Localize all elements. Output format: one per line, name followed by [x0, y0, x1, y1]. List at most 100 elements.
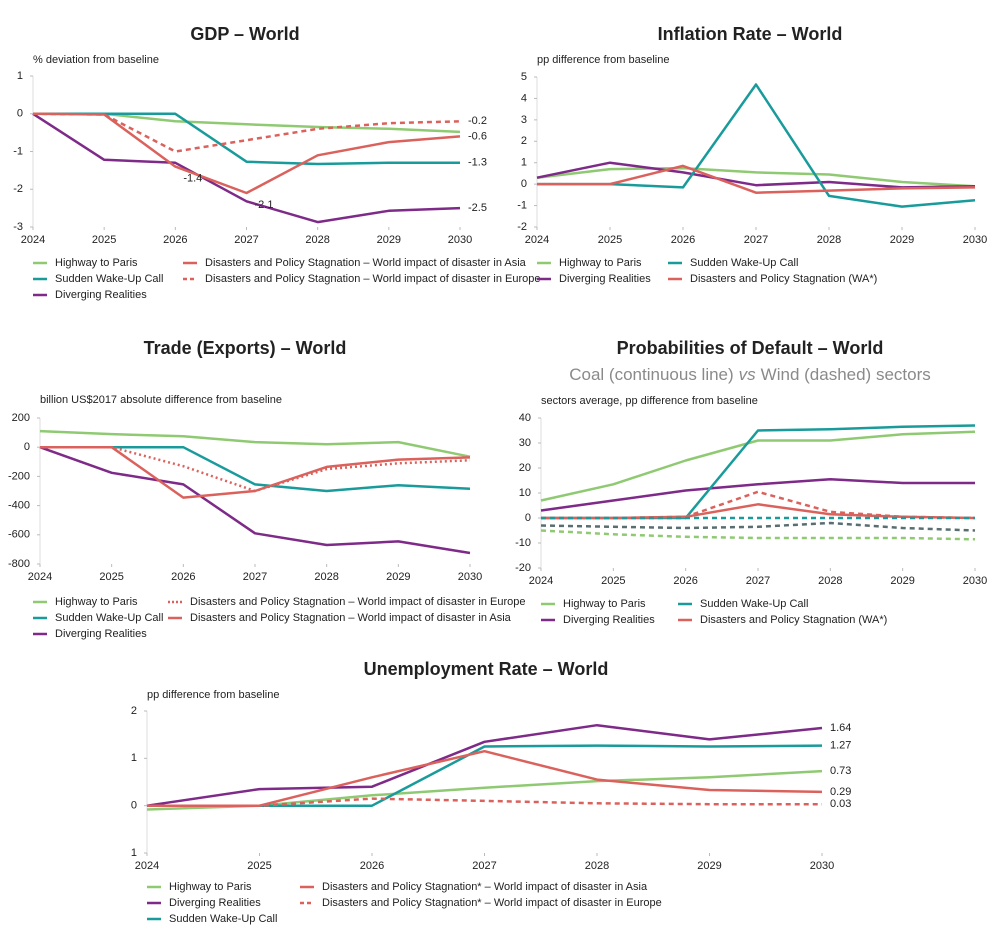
x-tick-label: 2029 [697, 860, 721, 872]
x-tick-label: 2025 [601, 575, 625, 587]
y-tick-label: 200 [12, 412, 30, 424]
y-tick-label: 0 [17, 108, 23, 120]
x-tick-label: 2029 [386, 571, 410, 583]
data-label: -2.1 [255, 199, 274, 211]
chart-title: Inflation Rate – World [658, 24, 843, 44]
series-line [32, 112, 461, 153]
series-line [541, 503, 976, 520]
x-tick-label: 2027 [746, 575, 770, 587]
chart: Unemployment Rate – World pp difference f… [131, 659, 852, 925]
y-tick-label: -200 [8, 470, 30, 482]
x-tick-label: 2026 [671, 234, 695, 246]
x-tick-label: 2027 [243, 571, 267, 583]
y-axis-label: sectors average, pp difference from base… [541, 395, 758, 407]
x-tick-label: 2025 [92, 234, 116, 246]
legend-label: Highway to Paris [55, 257, 138, 269]
series-line [40, 445, 471, 499]
y-tick-label: 1 [17, 70, 23, 82]
x-tick-label: 2025 [598, 234, 622, 246]
series-line [540, 529, 976, 541]
y-tick-label: -10 [515, 537, 531, 549]
x-tick-label: 2028 [585, 860, 609, 872]
series-line [33, 112, 461, 134]
legend-label: Disasters and Policy Stagnation – World … [205, 273, 540, 285]
legend-label: Sudden Wake-Up Call [700, 598, 808, 610]
x-tick-label: 2024 [135, 860, 159, 872]
legend-label: Diverging Realities [169, 897, 261, 909]
y-tick-label: 2 [521, 135, 527, 147]
chart: Probabilities of Default – World Coal (co… [515, 338, 987, 626]
y-axis-label: billion US$2017 absolute difference from… [40, 394, 282, 406]
chart-subtitle: Coal (continuous line) vs Wind (dashed) se… [569, 365, 931, 384]
subtitle-part: vs [739, 365, 757, 384]
y-tick-label: -800 [8, 558, 30, 570]
x-tick-label: 2030 [963, 234, 987, 246]
legend-label: Disasters and Policy Stagnation* – World… [322, 881, 648, 893]
y-tick-label: 40 [519, 412, 531, 424]
x-tick-label: 2030 [448, 234, 472, 246]
legend-label: Highway to Paris [563, 598, 646, 610]
x-tick-label: 2028 [817, 234, 841, 246]
y-tick-label: -1 [517, 199, 527, 211]
series-line [146, 723, 823, 807]
y-tick-label: 30 [519, 437, 531, 449]
x-tick-label: 2026 [171, 571, 195, 583]
legend-label: Highway to Paris [559, 257, 642, 269]
y-tick-label: -2 [13, 183, 23, 195]
y-tick-label: 1 [131, 752, 137, 764]
legend-label: Disasters and Policy Stagnation – World … [205, 257, 527, 269]
data-label: -1.4 [183, 173, 202, 185]
legend-label: Disasters and Policy Stagnation* – World… [322, 897, 662, 909]
series-line [32, 112, 461, 224]
y-tick-label: -600 [8, 529, 30, 541]
y-tick-label: -400 [8, 500, 30, 512]
x-tick-label: 2027 [744, 234, 768, 246]
y-tick-label: 0 [521, 178, 527, 190]
chart-title: Trade (Exports) – World [144, 338, 347, 358]
series-line [39, 429, 471, 458]
legend-label: Disasters and Policy Stagnation – World … [190, 596, 525, 608]
x-tick-label: 2028 [314, 571, 338, 583]
data-label: -2.5 [468, 202, 487, 214]
legend-label: Sudden Wake-Up Call [55, 612, 163, 624]
x-tick-label: 2024 [525, 234, 549, 246]
y-tick-label: 0 [24, 441, 30, 453]
data-label: -0.6 [468, 130, 487, 142]
y-tick-label: 3 [521, 114, 527, 126]
chart-title: Probabilities of Default – World [617, 338, 884, 358]
legend-label: Sudden Wake-Up Call [690, 257, 798, 269]
legend-label: Diverging Realities [563, 614, 655, 626]
legend-label: Disasters and Policy Stagnation – World … [190, 612, 512, 624]
x-tick-label: 2030 [963, 575, 987, 587]
chart-title: GDP – World [190, 24, 299, 44]
x-tick-label: 2025 [99, 571, 123, 583]
y-tick-label: -3 [13, 221, 23, 233]
chart: GDP – World % deviation from baseline -3 -2… [13, 24, 540, 301]
series-line [540, 430, 976, 502]
subtitle-part: Wind (dashed) sectors [761, 365, 931, 384]
x-tick-label: 2027 [472, 860, 496, 872]
data-label: -0.2 [468, 115, 487, 127]
legend-label: Disasters and Policy Stagnation (WA*) [690, 273, 877, 285]
x-tick-label: 2029 [890, 234, 914, 246]
data-label: 0.73 [830, 765, 851, 777]
data-label: 0.29 [830, 786, 851, 798]
chart: Inflation Rate – World pp difference from… [517, 24, 987, 285]
series-line [147, 749, 823, 807]
y-tick-label: 1 [131, 847, 137, 859]
legend-label: Disasters and Policy Stagnation (WA*) [700, 614, 887, 626]
y-tick-label: 2 [131, 705, 137, 717]
x-tick-label: 2024 [21, 234, 45, 246]
y-tick-label: 0 [131, 800, 137, 812]
x-tick-label: 2029 [377, 234, 401, 246]
x-tick-label: 2026 [163, 234, 187, 246]
subtitle-part: Coal (continuous line) [569, 365, 733, 384]
chart: Trade (Exports) – World billion US$2017 a… [8, 338, 526, 640]
legend-label: Highway to Paris [169, 881, 252, 893]
series-line [32, 112, 461, 195]
y-tick-label: 20 [519, 462, 531, 474]
legend-label: Diverging Realities [559, 273, 651, 285]
y-tick-label: -1 [13, 145, 23, 157]
y-axis-label: pp difference from baseline [147, 689, 280, 701]
